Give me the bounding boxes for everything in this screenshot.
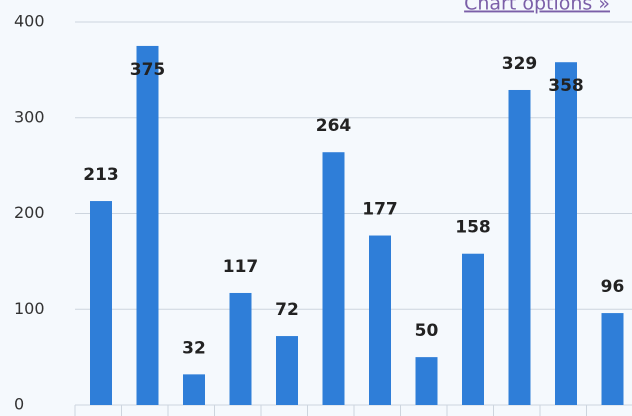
data-label: 117 [223,257,259,277]
bar [508,89,531,406]
data-label: 158 [455,218,491,238]
bar [415,357,438,405]
y-tick-label: 100 [14,299,45,318]
data-label: 177 [362,200,398,220]
y-tick-label: 400 [14,12,45,31]
bar [276,336,298,405]
y-tick-label: 300 [14,107,45,126]
bar [462,253,484,405]
bar [90,201,112,405]
data-label: 72 [275,300,299,320]
data-label: 32 [182,338,206,358]
y-tick-label: 0 [14,395,24,414]
bar [601,313,624,405]
data-label: 96 [601,277,625,297]
data-label: 213 [83,165,119,185]
data-label: 358 [548,76,584,96]
bar [136,45,159,405]
data-label: 50 [415,321,439,341]
y-tick-label: 200 [14,203,45,222]
bar [555,62,577,406]
data-label: 264 [316,116,352,136]
bar [369,235,391,405]
bar [183,374,205,405]
data-label: 375 [130,60,166,80]
bar [229,292,252,405]
chart-options-link[interactable]: Chart options » [464,0,610,15]
data-label: 329 [502,54,538,74]
bar [322,152,345,405]
